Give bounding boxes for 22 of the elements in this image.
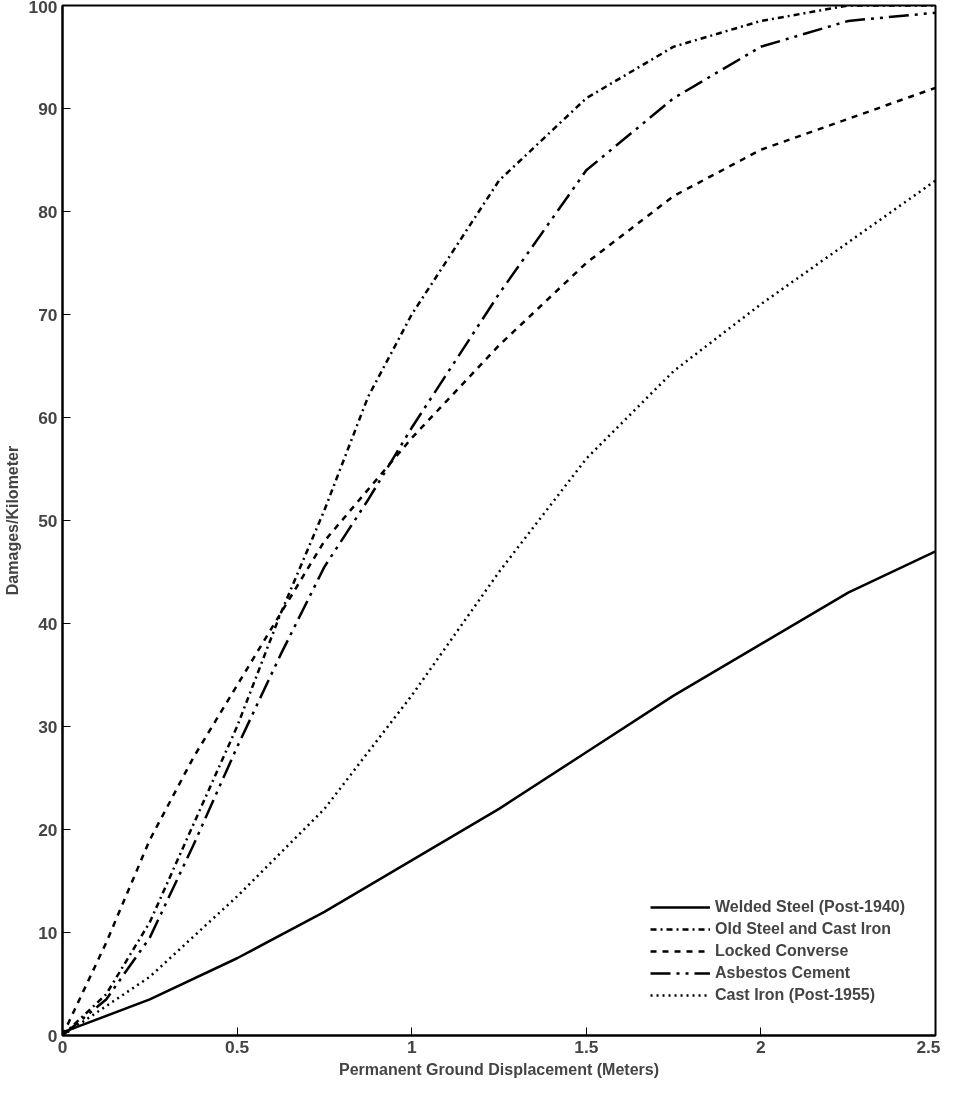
y-tick-label: 80 — [38, 201, 58, 222]
legend-label: Old Steel and Cast Iron — [715, 920, 892, 938]
x-axis-title: Permanent Ground Displacement (Meters) — [338, 1060, 660, 1078]
y-tick-label: 20 — [38, 819, 58, 840]
x-tick-label: 1.5 — [574, 1036, 599, 1057]
y-tick-label: 50 — [38, 510, 58, 531]
y-tick-label: 10 — [38, 922, 58, 943]
x-tick-label: 2.5 — [916, 1036, 941, 1057]
legend-label: Locked Converse — [715, 942, 849, 960]
y-tick-label: 100 — [28, 0, 58, 17]
legend-label: Welded Steel (Post-1940) — [715, 898, 905, 916]
legend-label: Cast Iron (Post-1955) — [715, 986, 876, 1004]
x-tick-label: 0.5 — [225, 1036, 250, 1057]
y-tick-label: 30 — [38, 716, 58, 737]
legend-label: Asbestos Cement — [715, 964, 851, 982]
y-tick-label: 70 — [38, 304, 58, 325]
x-tick-label: 1 — [406, 1036, 417, 1057]
y-tick-label: 40 — [38, 613, 58, 634]
y-tick-label: 60 — [38, 407, 58, 428]
x-tick-label: 2 — [756, 1036, 766, 1057]
y-axis-title: Damages/Kilometer — [3, 445, 21, 596]
y-tick-label: 90 — [38, 98, 58, 119]
